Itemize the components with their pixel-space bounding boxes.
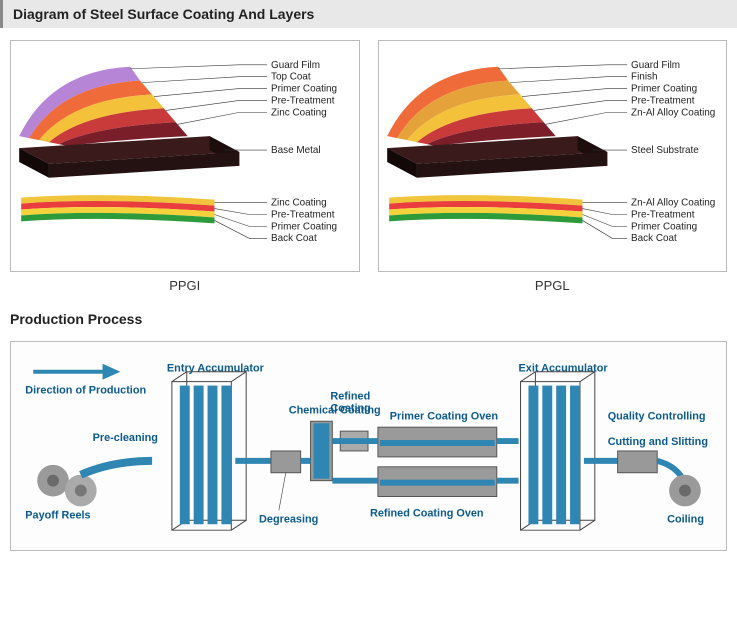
entry-accumulator: Entry Accumulator — [167, 363, 265, 530]
cutting-slitting: Cutting and Slitting — [584, 436, 708, 473]
ppgl-lbl-bot-0: Zn-Al Alloy Coating — [631, 198, 715, 209]
coating-diagrams-row: Guard Film Top Coat Primer Coating Pre-T… — [0, 28, 737, 297]
diagram-ppgl-caption: PPGL — [378, 278, 728, 293]
lbl-primer-oven: Primer Coating Oven — [390, 410, 498, 422]
refined-oven: Refined Coating Oven — [370, 467, 497, 520]
section-title-process: Production Process — [0, 305, 737, 333]
diagram-ppgl-wrap: Guard Film Finish Primer Coating Pre-Tre… — [378, 40, 728, 293]
payoff-reels: Payoff Reels — [25, 461, 152, 521]
ppgi-lbl-bot-3: Back Coat — [271, 233, 317, 244]
ppgi-lbl-bot-1: Pre-Treatment — [271, 209, 335, 220]
process-box: Direction of Production Payoff Reels Pre… — [10, 341, 727, 551]
primer-oven: Primer Coating Oven — [378, 410, 498, 457]
lbl-refined-coating-1: Refined — [330, 390, 370, 402]
ppgi-lbl-top-4: Zinc Coating — [271, 107, 327, 118]
lbl-refined-oven: Refined Coating Oven — [370, 507, 484, 519]
ppgl-lbl-top-1: Finish — [631, 72, 657, 83]
ppgi-lbl-base: Base Metal — [271, 145, 321, 156]
ppgi-lbl-top-1: Top Coat — [271, 72, 311, 83]
direction-arrow: Direction of Production — [25, 364, 146, 397]
ppgl-lbl-bot-3: Back Coat — [631, 233, 677, 244]
lbl-preclean: Pre-cleaning — [93, 432, 158, 444]
ppgl-bottom-layers — [389, 195, 582, 223]
process-svg: Direction of Production Payoff Reels Pre… — [11, 342, 726, 550]
ppgl-top-layers — [387, 67, 556, 146]
ppgi-top-layers — [19, 67, 188, 146]
ppgl-bot-leaders: Zn-Al Alloy Coating Pre-Treatment Primer… — [582, 198, 715, 245]
coiling: Coiling — [657, 461, 704, 525]
ppgi-lbl-top-3: Pre-Treatment — [271, 95, 335, 106]
section-title-coating: Diagram of Steel Surface Coating And Lay… — [0, 0, 737, 28]
ppgl-lbl-top-0: Guard Film — [631, 60, 680, 71]
ppgi-lbl-top-0: Guard Film — [271, 60, 320, 71]
diagram-ppgl-svg: Guard Film Finish Primer Coating Pre-Tre… — [379, 41, 727, 271]
ppgi-bottom-layers — [21, 195, 214, 223]
ppgl-lbl-top-3: Pre-Treatment — [631, 95, 695, 106]
lbl-coiling: Coiling — [667, 513, 704, 525]
ppgl-lbl-bot-1: Pre-Treatment — [631, 209, 695, 220]
lbl-direction: Direction of Production — [25, 385, 146, 397]
ppgl-lbl-top-4: Zn-Al Alloy Coating — [631, 107, 715, 118]
diagram-ppgi-wrap: Guard Film Top Coat Primer Coating Pre-T… — [10, 40, 360, 293]
diagram-ppgi-box: Guard Film Top Coat Primer Coating Pre-T… — [10, 40, 360, 272]
ppgi-lbl-bot-0: Zinc Coating — [271, 198, 327, 209]
lbl-cutslit: Cutting and Slitting — [608, 436, 708, 448]
diagram-ppgi-caption: PPGI — [10, 278, 360, 293]
lbl-entry-accum: Entry Accumulator — [167, 363, 265, 375]
ppgi-lbl-top-2: Primer Coating — [271, 84, 337, 95]
ppgi-bot-leaders: Zinc Coating Pre-Treatment Primer Coatin… — [214, 198, 337, 245]
ppgi-lbl-bot-2: Primer Coating — [271, 221, 337, 232]
diagram-ppgi-svg: Guard Film Top Coat Primer Coating Pre-T… — [11, 41, 359, 271]
process-wrap: Direction of Production Payoff Reels Pre… — [0, 333, 737, 561]
ppgl-lbl-bot-2: Primer Coating — [631, 221, 697, 232]
ppgl-lbl-base: Steel Substrate — [631, 145, 699, 156]
exit-accumulator: Exit Accumulator — [519, 363, 609, 530]
lbl-quality: Quality Controlling — [608, 410, 706, 422]
lbl-payoff: Payoff Reels — [25, 509, 90, 521]
lbl-degreasing: Degreasing — [259, 513, 318, 525]
ppgl-lbl-top-2: Primer Coating — [631, 84, 697, 95]
diagram-ppgl-box: Guard Film Finish Primer Coating Pre-Tre… — [378, 40, 728, 272]
lbl-refined-coating-2: Coating — [330, 402, 370, 414]
